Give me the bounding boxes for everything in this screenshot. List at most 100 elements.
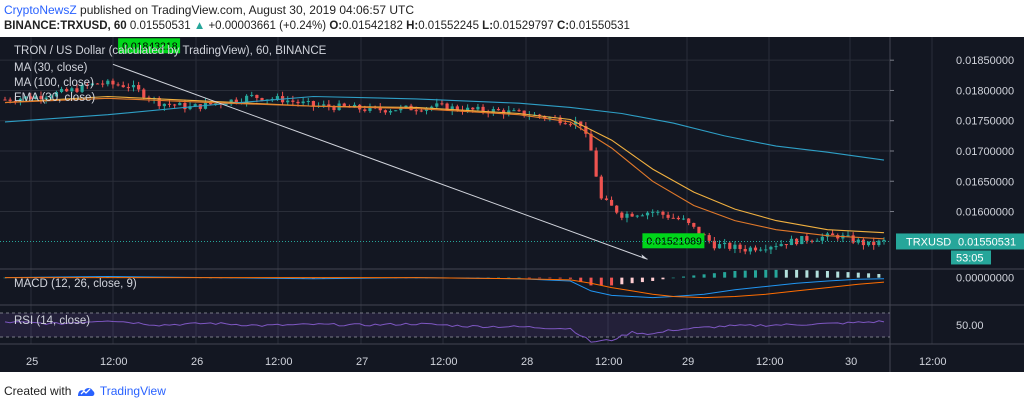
footer: Created with TradingView (4, 384, 166, 399)
macd-histogram-bar (568, 277, 572, 279)
candle-body (625, 213, 629, 218)
ma-100-line (4, 95, 885, 161)
candle-body (80, 84, 84, 92)
time-axis-label: 26 (191, 356, 203, 368)
candle-body (214, 103, 218, 105)
candle-body (738, 244, 742, 249)
macd-histogram-bar (733, 271, 737, 278)
candle-body (244, 95, 249, 103)
macd-histogram-bar (311, 277, 315, 279)
candle-body (671, 217, 675, 219)
macd-histogram-bar (589, 277, 593, 286)
candle-body (707, 235, 711, 241)
candle-body (13, 100, 17, 102)
candle-body (872, 241, 876, 246)
macd-histogram-bar (620, 277, 624, 285)
candle-body (517, 110, 521, 112)
candle-body (584, 126, 588, 134)
macd-histogram-bar (815, 270, 819, 278)
time-axis-label: 28 (521, 356, 533, 368)
price-axis-label: 0.01600000 (956, 207, 1014, 219)
time-axis-label: 12:00 (919, 356, 947, 368)
candle-body (445, 103, 449, 111)
macd-histogram-bar (825, 271, 829, 278)
trendline[interactable] (112, 63, 648, 260)
price-chart[interactable]: 0.01843218 0.01521089 TRXUSD 0.01550531 53:0… (0, 37, 1024, 372)
candle-body (651, 211, 655, 213)
macd-histogram-bar (661, 277, 665, 280)
candle-body (861, 239, 866, 246)
candle-body (645, 212, 650, 216)
published-text: published on TradingView.com, August 30,… (80, 3, 415, 17)
macd-histogram-bar (527, 277, 531, 279)
candle-body (167, 103, 172, 105)
candle-body (342, 103, 346, 107)
open-value: 0.01542182 (342, 20, 403, 32)
candle-body (3, 99, 7, 101)
candle-body (589, 133, 593, 151)
candle-body (414, 110, 418, 112)
tradingview-link[interactable]: TradingView (99, 384, 166, 398)
candle-body (805, 236, 809, 241)
candles-group (3, 78, 886, 255)
candle-body (866, 241, 871, 246)
plot-area[interactable] (0, 37, 890, 344)
countdown-label: 53:05 (956, 252, 984, 264)
price-tag (118, 38, 181, 54)
candle-body (363, 109, 367, 111)
close-value: 0.01550531 (569, 20, 630, 32)
candle-body (573, 121, 578, 125)
trendline-arrow-icon (641, 254, 648, 260)
candle-body (851, 235, 855, 243)
candle-body (311, 101, 316, 107)
candle-body (635, 215, 639, 217)
candle-body (481, 106, 485, 112)
macd-histogram-bar (682, 276, 686, 278)
candle-body (234, 99, 238, 103)
candle-body (681, 218, 686, 220)
macd-histogram-bar (548, 277, 552, 279)
candle-body (450, 106, 454, 111)
time-axis-label: 29 (682, 356, 694, 368)
low-label: L: (482, 20, 494, 32)
candle-body (296, 101, 300, 104)
macd-histogram-bar (579, 277, 583, 283)
candle-body (291, 100, 295, 102)
last-price: 0.01550531 (129, 20, 191, 32)
macd-histogram-bar (743, 270, 747, 278)
macd-histogram-bar (496, 277, 500, 279)
publish-header: CryptoNewsZ published on TradingView.com… (4, 3, 414, 17)
candle-body (54, 92, 59, 97)
ma-30-line (4, 95, 885, 234)
macd-histogram-bar (867, 273, 871, 278)
candle-body (332, 106, 336, 111)
chart-title: TRON / US Dollar (calculated by TradingV… (14, 45, 327, 57)
macd-axis-label: 0.00000000 (956, 273, 1014, 285)
candle-body (568, 124, 573, 126)
candle-body (815, 240, 819, 242)
candle-body (476, 106, 480, 110)
macd-histogram-bar (507, 277, 511, 279)
candle-body (733, 244, 737, 249)
candle-body (661, 211, 665, 215)
created-with-text: Created with (4, 384, 72, 398)
candle-body (131, 85, 136, 88)
macd-histogram-bar (630, 277, 634, 284)
candle-body (378, 107, 382, 111)
candle-body (85, 84, 89, 86)
candle-body (137, 85, 141, 90)
price-axis-label: 0.01850000 (956, 55, 1014, 67)
publisher-link[interactable]: CryptoNewsZ (4, 3, 77, 17)
macd-histogram-bar (671, 277, 675, 279)
candle-body (322, 104, 326, 106)
candle-body (599, 176, 603, 199)
macd-legend: MACD (12, 26, close, 9) (14, 278, 137, 290)
close-label: C: (557, 20, 570, 32)
candle-body (23, 96, 28, 99)
low-value: 0.01529797 (493, 20, 554, 32)
candle-body (440, 103, 444, 105)
price-axis-label: 0.01800000 (956, 85, 1014, 97)
candle-body (774, 246, 778, 248)
candle-body (743, 248, 747, 252)
candle-body (404, 105, 408, 108)
